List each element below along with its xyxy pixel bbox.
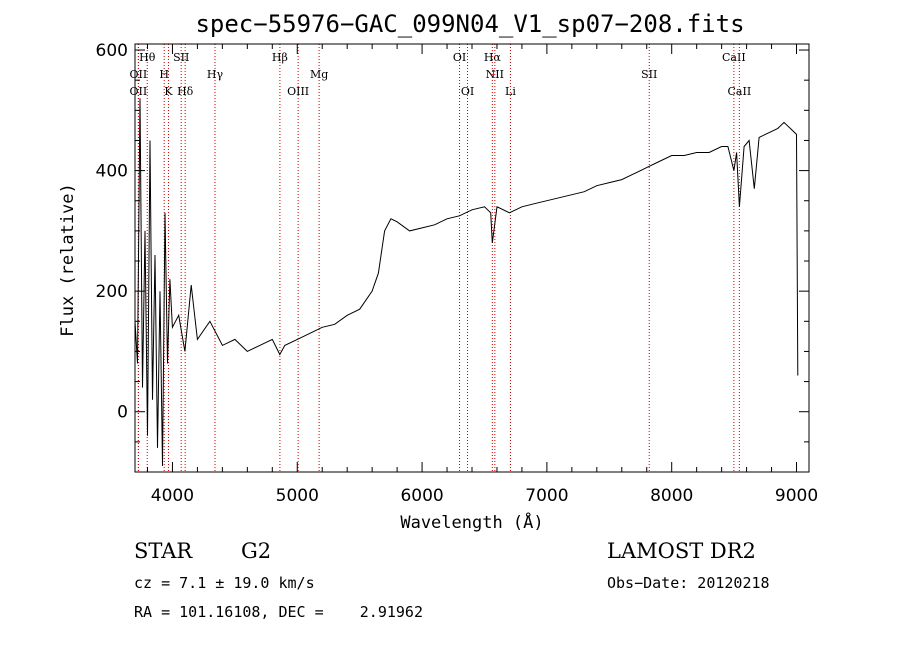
spectral-line-label: Hβ <box>272 51 288 64</box>
spectral-line-label: Hγ <box>207 68 224 81</box>
spectrum-series-line <box>134 98 799 467</box>
y-tick-label: 400 <box>96 162 128 182</box>
x-tick-label: 7000 <box>525 486 568 506</box>
spectral-line-label: CaⅠⅠ <box>728 85 752 98</box>
plot-frame <box>134 43 810 473</box>
spectral-line-markers: OⅠⅠOⅠⅠHθHKSⅠⅠHδHγHβOⅠⅠⅠMgOⅠOⅠHαNⅠⅠLiSⅠⅠC… <box>130 44 752 472</box>
spectral-subclass: G2 <box>241 539 272 563</box>
x-tick-label: 6000 <box>400 486 443 506</box>
x-axis-ticks: 4000 5000 6000 7000 8000 9000 <box>146 44 818 506</box>
spectral-line-label: OⅠⅠⅠ <box>287 85 309 98</box>
observation-date: Obs−Date: 20120218 <box>607 574 770 592</box>
spectral-line-label: SⅠⅠ <box>173 51 189 64</box>
spectral-line-label: NⅠⅠ <box>486 68 504 81</box>
spectral-line-label: SⅠⅠ <box>641 68 657 81</box>
spectral-line-label: H <box>159 68 169 81</box>
x-tick-label: 9000 <box>775 486 818 506</box>
y-axis-ticks: 0 200 400 600 <box>96 41 809 473</box>
chart-title: spec−55976−GAC_099N04_V1_sp07−208.fits <box>195 10 744 38</box>
spectral-line-label: Li <box>505 85 516 98</box>
spectral-line-label: Hδ <box>177 85 194 98</box>
x-tick-label: 8000 <box>650 486 693 506</box>
spectral-line-label: K <box>164 85 173 98</box>
x-axis-label: Wavelength (Å) <box>400 511 543 533</box>
x-tick-label: 4000 <box>151 486 194 506</box>
y-tick-label: 200 <box>96 282 128 302</box>
sky-coordinates: RA = 101.16108, DEC = 2.91962 <box>134 603 423 621</box>
spectral-line-label: OⅠⅠ <box>130 85 148 98</box>
x-tick-label: 5000 <box>276 486 319 506</box>
spectral-line-label: Hα <box>484 51 502 64</box>
y-axis-label: Flux (relative) <box>58 183 78 337</box>
spectral-line-label: Mg <box>310 68 328 81</box>
spectral-line-label: Hθ <box>139 51 156 64</box>
spectral-line-label: CaⅠⅠ <box>722 51 746 64</box>
y-tick-label: 0 <box>117 403 128 423</box>
object-type: STAR <box>134 539 193 563</box>
spectral-line-label: OⅠ <box>453 51 466 64</box>
redshift-cz: cz = 7.1 ± 19.0 km/s <box>134 574 315 592</box>
spectral-line-label: OⅠ <box>461 85 474 98</box>
survey-name: LAMOST DR2 <box>607 539 756 563</box>
y-tick-label: 600 <box>96 41 128 61</box>
